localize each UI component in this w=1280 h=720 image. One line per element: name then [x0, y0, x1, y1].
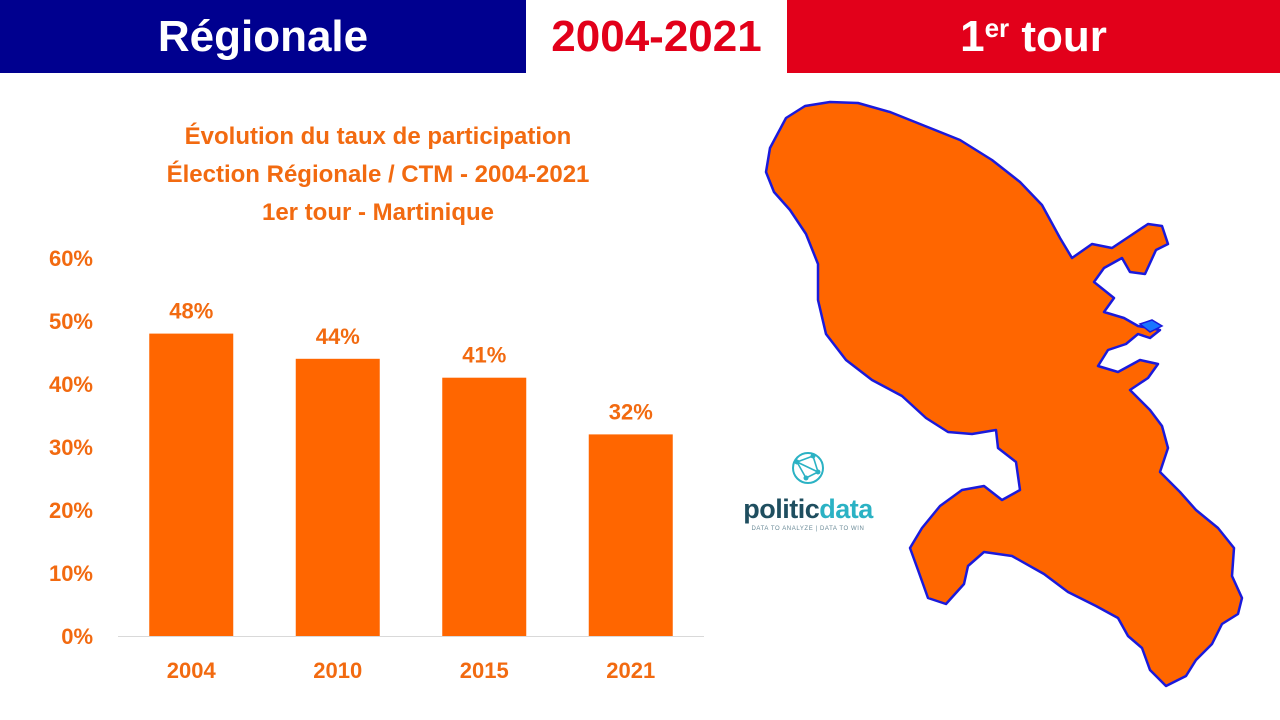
politicdata-logo: politicdata DATA TO ANALYZE | DATA TO WI… — [738, 448, 878, 532]
bay-island-shape — [1138, 319, 1164, 333]
header-regionale: Régionale — [0, 0, 526, 73]
header-right-text: 1er tour — [960, 11, 1107, 61]
bar-value-label: 32% — [609, 399, 653, 424]
header-tour: 1er tour — [787, 0, 1280, 73]
y-tick-label: 30% — [49, 435, 93, 460]
y-tick-label: 40% — [49, 372, 93, 397]
header-years: 2004-2021 — [526, 0, 787, 73]
header-left-text: Régionale — [157, 11, 369, 61]
y-tick-label: 0% — [61, 624, 93, 649]
x-tick-label: 2010 — [313, 658, 362, 683]
x-tick-label: 2021 — [606, 658, 655, 683]
bar — [149, 333, 234, 636]
y-tick-label: 20% — [49, 498, 93, 523]
chart-title-line-3: 1er tour - Martinique — [261, 199, 495, 226]
chart-title-line-2: Élection Régionale / CTM - 2004-2021 — [166, 161, 590, 188]
bar-value-label: 48% — [169, 299, 213, 324]
participation-bar-chart: 0% 10% 20% 30% 40% 50% 60% 48% 2004 44% 2010 41% 201… — [49, 246, 704, 683]
martinique-map — [764, 100, 1244, 688]
bar — [295, 358, 380, 636]
y-tick-label: 10% — [49, 561, 93, 586]
logo-wordmark: politicdata — [743, 494, 873, 524]
chart-title: Évolution du taux de participation Élect… — [60, 118, 696, 232]
bar-value-label: 44% — [316, 324, 360, 349]
network-globe-icon — [792, 452, 824, 484]
y-tick-label: 50% — [49, 309, 93, 334]
y-tick-label: 60% — [49, 246, 93, 271]
chart-title-line-1: Évolution du taux de participation — [184, 123, 572, 150]
header-right-sup: er — [984, 12, 1010, 43]
bar — [588, 434, 673, 636]
bar — [442, 377, 527, 636]
x-tick-label: 2015 — [460, 658, 509, 683]
logo-tagline: DATA TO ANALYZE | DATA TO WIN — [751, 526, 865, 532]
header-middle-text: 2004-2021 — [551, 11, 762, 61]
bar-value-label: 41% — [462, 343, 506, 368]
martinique-island-shape — [764, 100, 1244, 688]
x-tick-label: 2004 — [167, 658, 217, 683]
